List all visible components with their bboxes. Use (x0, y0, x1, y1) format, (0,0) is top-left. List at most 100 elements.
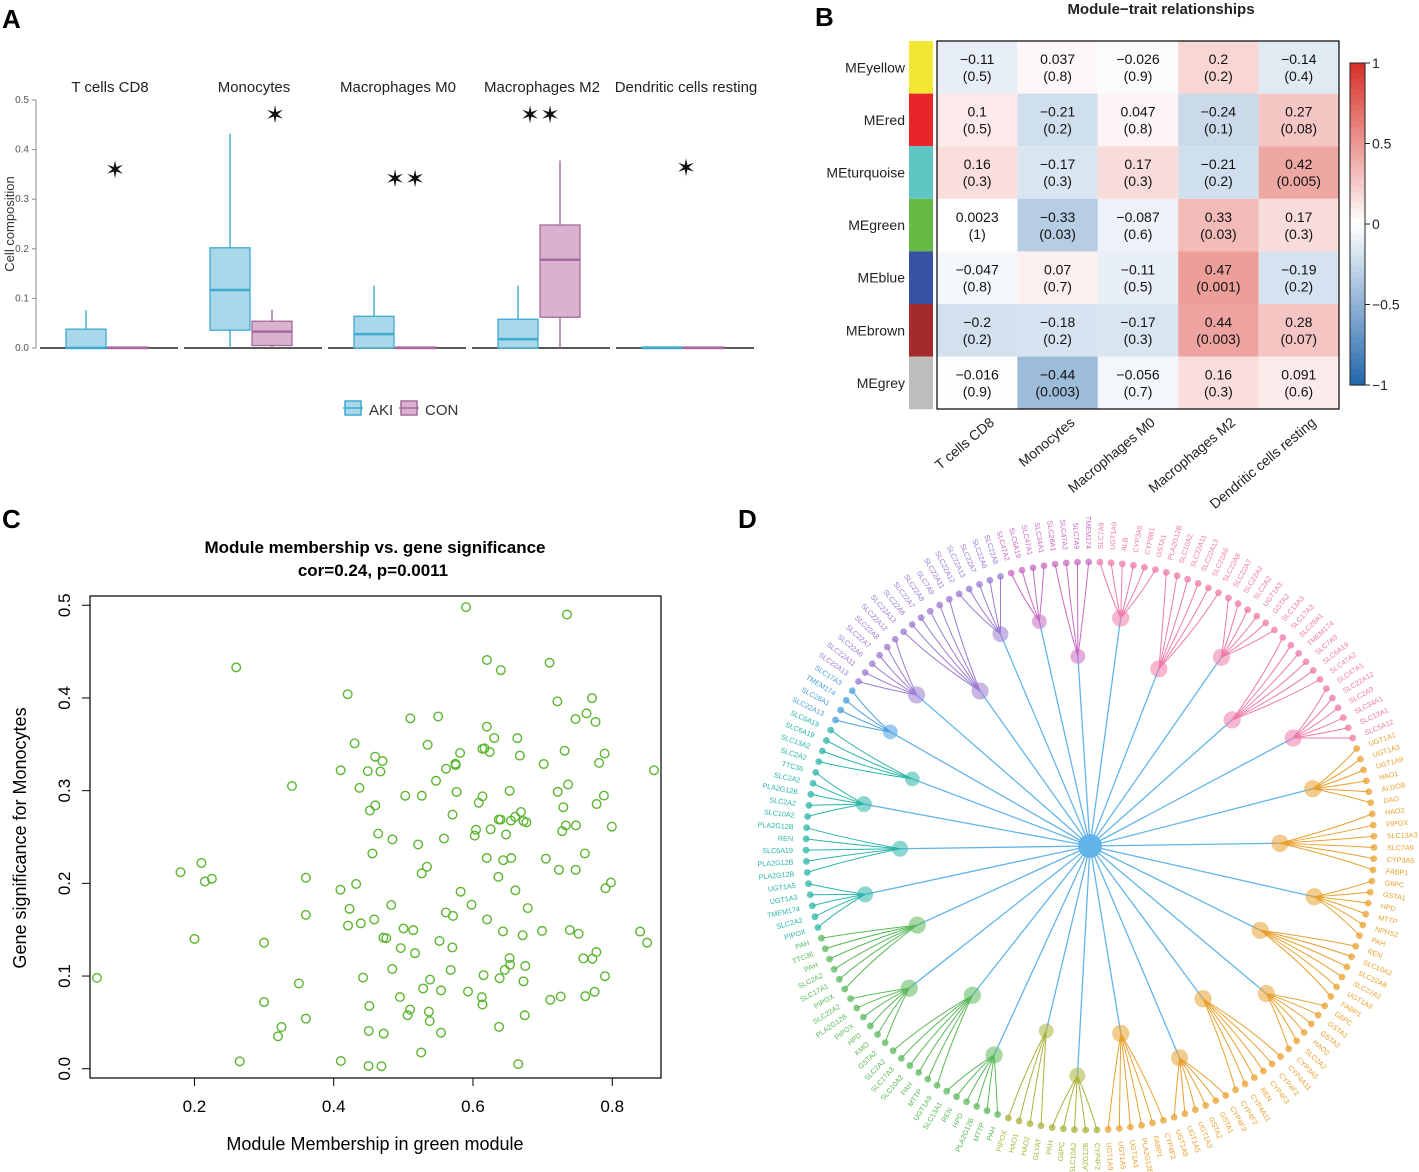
data-point (559, 745, 570, 756)
leaf-node (1152, 566, 1159, 574)
leaf-node (1202, 1101, 1210, 1109)
scatter-panel: Module membership vs. gene significance … (10, 538, 662, 1154)
data-point (579, 848, 590, 859)
data-point (373, 828, 384, 839)
leaf-edge (1054, 564, 1079, 657)
data-point (493, 814, 504, 825)
leaf-node (906, 1062, 914, 1069)
data-point (552, 786, 563, 797)
heatmap-cell (1097, 146, 1179, 199)
leaf-edge (1279, 813, 1373, 844)
data-point (510, 885, 521, 896)
data-point (499, 964, 510, 975)
leaf-node (1259, 1067, 1267, 1075)
data-point (259, 996, 270, 1007)
leaf-edge (1076, 1075, 1087, 1131)
heatmap-cell (1097, 356, 1179, 410)
leaf-node (802, 835, 810, 843)
data-point (410, 948, 421, 959)
gene-label: DAO (1383, 794, 1400, 805)
leaf-node (1369, 821, 1377, 829)
leaf-edge (1051, 1075, 1078, 1128)
hub-node (1078, 834, 1102, 858)
cell-pvalue: (0.2) (1043, 121, 1072, 137)
colorbar-segment (1350, 164, 1365, 171)
colorbar-segment (1350, 336, 1365, 343)
leaf-node (1309, 667, 1317, 674)
subhub-node (1170, 1049, 1189, 1067)
panel-label-a: A (2, 4, 21, 34)
leaf-node (1370, 832, 1378, 840)
leaf-node (908, 621, 916, 628)
gene-label: PAH (985, 1125, 998, 1141)
box-con (683, 346, 725, 350)
subhub-node (855, 796, 872, 813)
cell-pvalue: (0.3) (1204, 384, 1233, 400)
subhub-node (857, 886, 874, 903)
leaf-node (821, 945, 829, 953)
hub-edge (1089, 845, 1267, 995)
cell-correlation: 0.091 (1281, 367, 1316, 383)
hub-edge (1076, 845, 1091, 1076)
leaf-node (1138, 1121, 1145, 1129)
column-label: Monocytes (1015, 414, 1077, 470)
row-label: MEgreen (848, 217, 905, 233)
leaf-node (1285, 1045, 1293, 1053)
box-aki (209, 133, 251, 348)
leaf-node (1191, 1106, 1199, 1114)
module-swatch (909, 41, 933, 94)
data-point (495, 665, 506, 676)
data-point (498, 855, 509, 866)
leaf-node (1018, 566, 1026, 574)
colorbar-segment (1350, 111, 1365, 118)
cell-correlation: 0.17 (1285, 209, 1312, 225)
leaf-edge (1158, 575, 1178, 670)
leaf-node (817, 934, 825, 942)
leaf-node (1356, 755, 1364, 763)
leaf-node (1107, 559, 1115, 567)
data-point (489, 732, 500, 743)
hub-edge (1089, 668, 1160, 847)
cell-correlation: 0.16 (964, 156, 991, 172)
colorbar-segment (1350, 234, 1365, 241)
colorbar-segment (1350, 299, 1365, 306)
y-tick-label: 0.1 (55, 964, 74, 988)
leaf-node (1170, 1113, 1178, 1121)
heatmap-cell (1017, 146, 1098, 199)
heatmap-cell (937, 41, 1018, 94)
hub-edge (1089, 845, 1261, 931)
gene-label: GLYAT (1031, 1137, 1044, 1161)
leaf-edge (911, 624, 981, 692)
box-con (107, 346, 149, 350)
leaf-node (1366, 888, 1374, 896)
colorbar-segment (1350, 218, 1365, 225)
leaf-node (915, 1069, 923, 1076)
data-point (438, 833, 449, 844)
cell-pvalue: (0.9) (1124, 68, 1153, 84)
heatmap-cell (1017, 93, 1098, 147)
cell-pvalue: (0.5) (1124, 278, 1153, 294)
data-point (293, 978, 304, 989)
colorbar-segment (1350, 132, 1365, 139)
leaf-node (1149, 1119, 1156, 1127)
x-tick-label: 0.8 (600, 1097, 624, 1116)
data-point (377, 756, 388, 767)
colorbar-segment (1350, 116, 1365, 123)
cell-pvalue: (0.7) (1124, 384, 1153, 400)
leaf-node (1181, 1110, 1189, 1118)
hub-edge (979, 690, 1091, 847)
cell-pvalue: (0.8) (963, 278, 992, 294)
hub-edge (912, 778, 1091, 847)
data-point (504, 785, 515, 796)
leaf-node (1015, 1117, 1023, 1125)
data-point (405, 713, 416, 724)
leaf-edge (844, 924, 918, 990)
cell-correlation: −0.17 (1120, 314, 1156, 330)
leaf-node (1370, 855, 1378, 863)
row-label: MEred (864, 112, 905, 128)
leaf-node (1343, 963, 1351, 971)
y-tick-label: 0.3 (55, 779, 74, 803)
leaf-node (1104, 1126, 1112, 1133)
leaf-edge (1202, 998, 1264, 1072)
data-point (363, 1060, 374, 1071)
